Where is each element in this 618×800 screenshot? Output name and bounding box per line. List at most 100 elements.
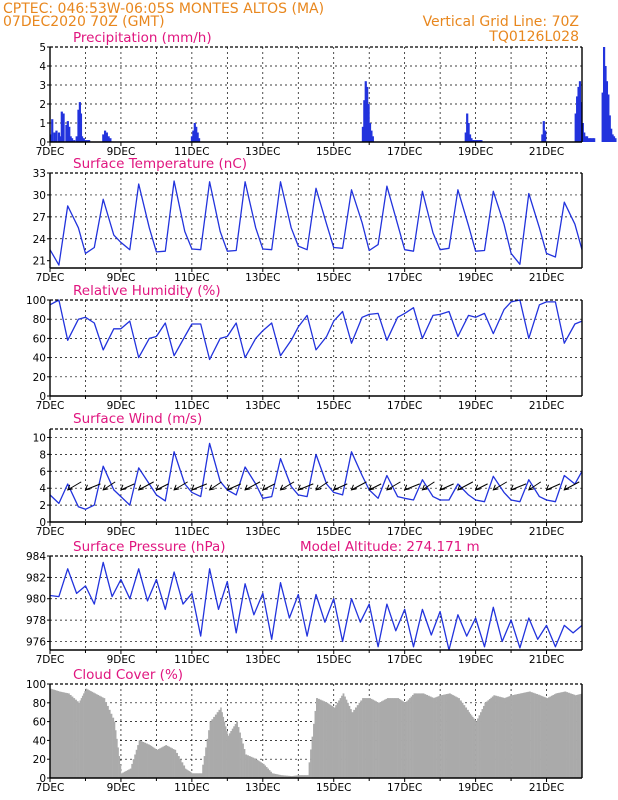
- precip-bar: [471, 140, 474, 142]
- cloud-bar: [525, 692, 528, 778]
- cloud-bar: [440, 695, 442, 778]
- precip-bar: [590, 138, 593, 142]
- precip-bar: [607, 94, 610, 142]
- precip-bar: [86, 140, 89, 142]
- cloud-bar: [279, 774, 281, 778]
- x-tick-label: 9DEC: [107, 782, 136, 794]
- humidity-title: Relative Humidity (%): [73, 283, 221, 299]
- precip-bar: [474, 140, 477, 142]
- cloud-bar: [236, 721, 238, 778]
- cloud-bar: [80, 698, 83, 778]
- wind-arrow-shaft: [244, 481, 261, 491]
- cloud-bar: [227, 735, 230, 778]
- cloud-bar: [349, 709, 352, 778]
- cloud-bar: [171, 748, 173, 778]
- wind-title: Surface Wind (m/s): [73, 411, 202, 427]
- x-tick-label: 11DEC: [174, 526, 209, 538]
- cloud-bar: [386, 698, 390, 778]
- wind-line: [49, 442, 583, 510]
- cloud-bar: [376, 702, 379, 778]
- wind-arrow-shaft: [386, 481, 401, 491]
- x-tick-label: 7DEC: [36, 526, 65, 538]
- cloud-bar: [190, 772, 193, 778]
- precip-bar: [196, 132, 199, 142]
- cloud-bar: [193, 773, 196, 778]
- cloud-bar: [120, 773, 123, 778]
- cloud-bar: [402, 701, 404, 778]
- cloud-bar: [321, 700, 324, 778]
- cloud-bar: [311, 736, 314, 778]
- cloud-bar: [57, 691, 60, 778]
- cloud-bar: [336, 702, 339, 778]
- cloud-bar: [561, 692, 564, 778]
- precip-bar: [585, 136, 589, 142]
- cloud-bar: [356, 705, 359, 778]
- cloud-bar: [515, 694, 518, 778]
- y-tick-label: 5: [39, 42, 46, 54]
- y-tick-label: 100: [26, 679, 46, 691]
- cloud-bar: [383, 699, 386, 778]
- cloud-bar: [323, 701, 326, 778]
- y-tick-label: 2: [39, 500, 46, 512]
- x-tick-label: 15DEC: [316, 782, 351, 794]
- cloud-bar: [427, 695, 430, 778]
- cloud-bar: [329, 704, 331, 778]
- cloud-bar: [299, 775, 302, 778]
- cloud-bar: [496, 696, 499, 778]
- cloud-bar: [132, 759, 135, 778]
- precip-bar: [542, 121, 545, 142]
- precip-bar: [105, 132, 108, 142]
- cloud-bar: [399, 699, 402, 778]
- cloud-bar: [230, 731, 233, 778]
- cloud-bar: [341, 695, 343, 778]
- cloud-bar: [50, 688, 52, 778]
- y-tick-label: 80: [33, 698, 46, 710]
- cloud-bar: [129, 768, 132, 778]
- precip-bar: [578, 81, 582, 142]
- cloud-bar: [265, 767, 268, 778]
- cloud-bar: [450, 694, 453, 778]
- x-tick-label: 13DEC: [245, 272, 280, 284]
- precip-bar: [62, 113, 65, 142]
- precip-bar: [60, 111, 63, 142]
- cloud-bar: [552, 694, 555, 778]
- precip-bar: [66, 121, 69, 142]
- cloud-bar: [527, 691, 530, 778]
- x-tick-label: 7DEC: [36, 782, 65, 794]
- cloud-bar: [422, 693, 425, 778]
- y-tick-label: 6: [39, 466, 46, 478]
- x-tick-label: 13DEC: [245, 400, 280, 412]
- wind-arrow-head: [208, 484, 215, 491]
- precip-bar: [601, 92, 604, 142]
- cloud-bar: [162, 746, 165, 778]
- cloud-bar: [511, 695, 513, 778]
- cloud-bar: [149, 745, 151, 778]
- cloud-bar: [293, 775, 296, 778]
- cloud-bar: [390, 698, 393, 778]
- cloud-bar: [425, 694, 429, 778]
- cloud-bar: [503, 698, 506, 778]
- x-tick-label: 19DEC: [458, 146, 493, 158]
- cloud-bar: [314, 710, 317, 778]
- wind-arrow-head: [155, 484, 162, 491]
- wind-arrow-shaft: [493, 481, 508, 491]
- cloud-bar: [358, 702, 361, 778]
- cloud-bar: [550, 695, 553, 778]
- cloud-bar: [188, 770, 190, 778]
- cloud-bar: [355, 707, 358, 778]
- cloud-bar: [475, 721, 478, 778]
- cloud-bar: [145, 743, 148, 778]
- cloud-bar: [436, 696, 439, 778]
- wind-arrow-shaft: [368, 483, 382, 491]
- cloud-bar: [150, 745, 152, 778]
- cloud-bar: [532, 692, 535, 778]
- wind-panel: Surface Wind (m/s) 0 2 4 6 8 10 7DEC 9DEC 11DEC 1…: [33, 411, 583, 538]
- cloud-bar: [169, 747, 172, 778]
- cloud-bar: [468, 712, 470, 778]
- cloud-bar: [63, 692, 66, 778]
- cloud-bar: [301, 775, 303, 778]
- x-tick-label: 17DEC: [387, 782, 422, 794]
- precip-bar: [611, 134, 614, 142]
- cloud-bar: [339, 698, 342, 778]
- y-tick-label: 100: [26, 295, 46, 307]
